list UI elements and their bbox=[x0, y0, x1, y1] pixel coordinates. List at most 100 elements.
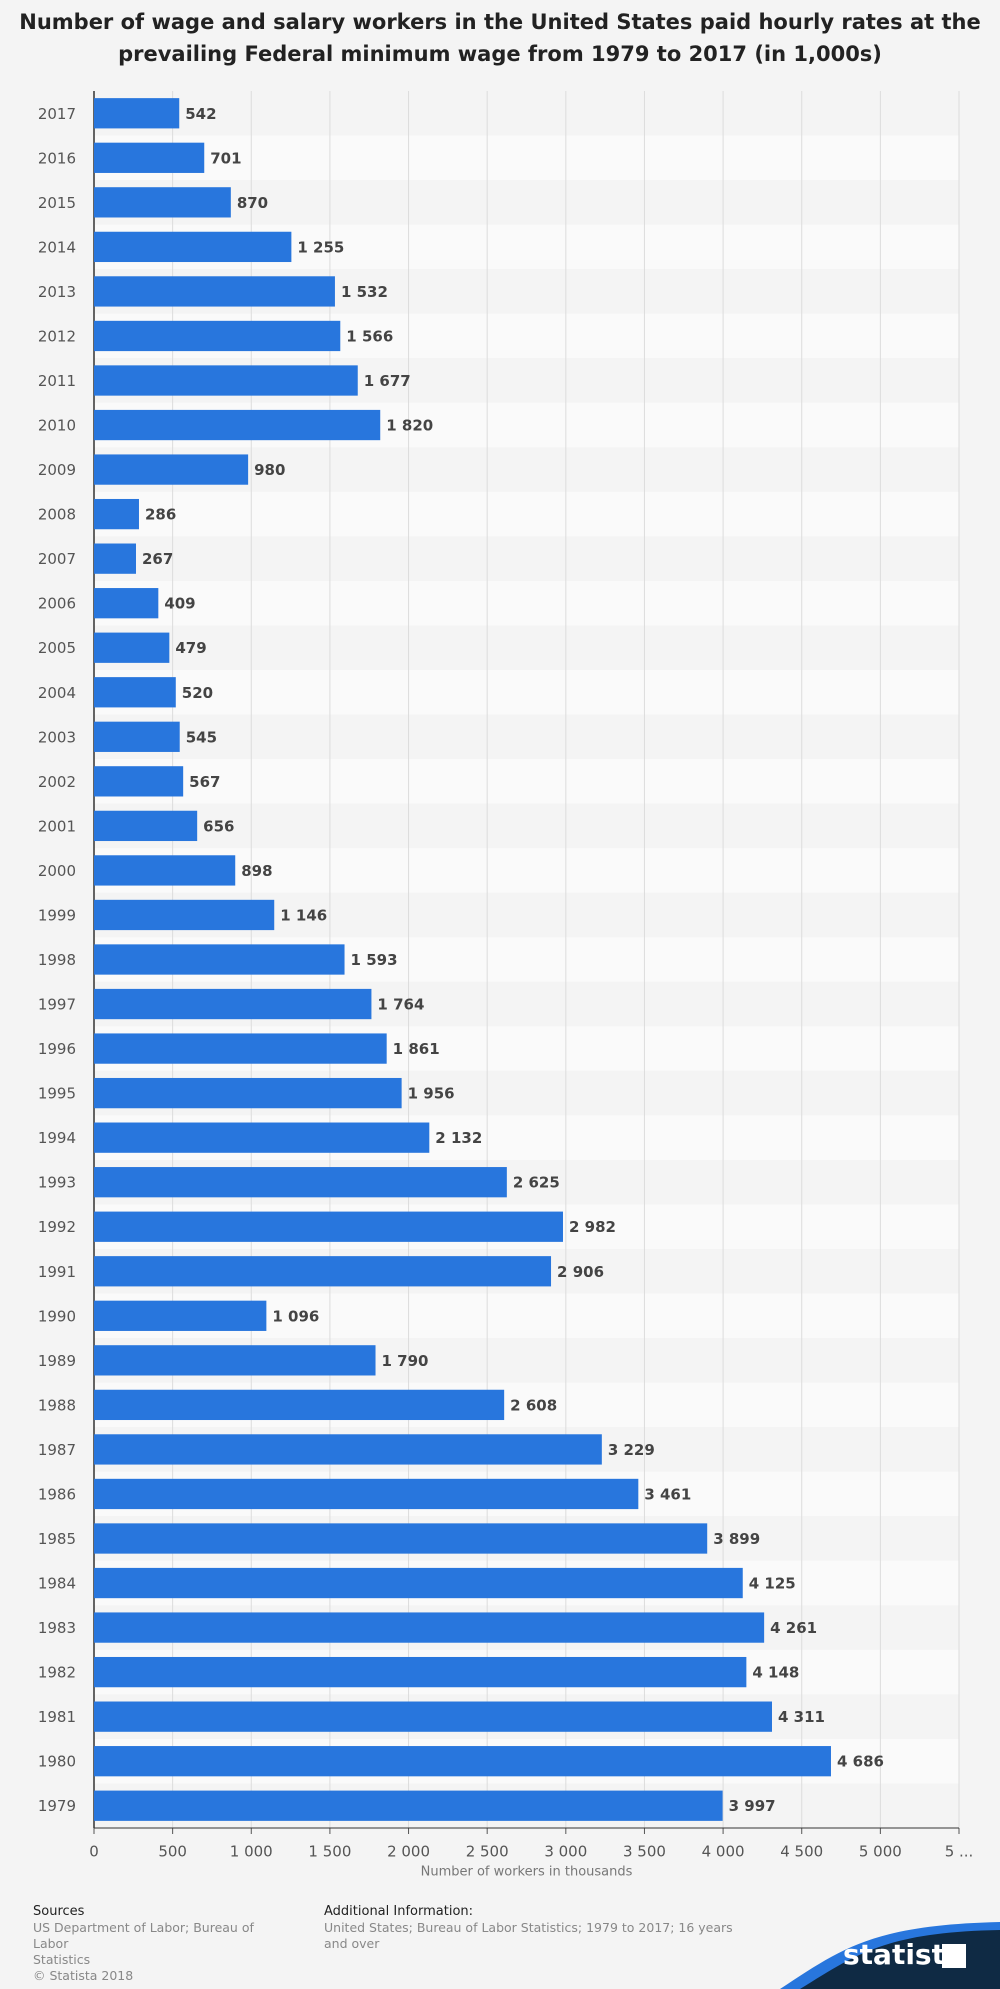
value-label: 4 261 bbox=[770, 1619, 817, 1637]
y-tick-label: 1989 bbox=[38, 1352, 76, 1370]
value-label: 2 625 bbox=[513, 1174, 560, 1192]
bar bbox=[94, 1612, 765, 1643]
bar bbox=[94, 1790, 723, 1821]
x-tick-label: 0 bbox=[89, 1843, 99, 1861]
sources: Sources US Department of Labor; Bureau o… bbox=[33, 1904, 293, 1984]
x-tick-label: 3 500 bbox=[623, 1843, 666, 1861]
row-stripe bbox=[94, 670, 959, 715]
value-label: 1 790 bbox=[382, 1352, 429, 1370]
plot-area: 0 500 1 000 1 500 2 000 2 500 3 000 3 500 4 000 4… bbox=[38, 91, 973, 1880]
y-tick-label: 2007 bbox=[38, 550, 76, 568]
bar bbox=[94, 721, 180, 752]
value-label: 656 bbox=[203, 817, 234, 835]
value-label: 409 bbox=[164, 595, 195, 613]
x-tick-label: 4 500 bbox=[780, 1843, 823, 1861]
row-stripe bbox=[94, 91, 959, 136]
value-label: 701 bbox=[210, 149, 241, 167]
y-tick-label: 2013 bbox=[38, 283, 76, 301]
bar bbox=[94, 365, 358, 396]
bar bbox=[94, 588, 159, 619]
value-label: 2 982 bbox=[569, 1218, 616, 1236]
bar bbox=[94, 855, 236, 886]
row-stripe bbox=[94, 135, 959, 181]
x-tick-label: 500 bbox=[158, 1843, 187, 1861]
sources-line: US Department of Labor; Bureau of Labor bbox=[33, 1920, 254, 1951]
bar bbox=[94, 276, 335, 307]
bar bbox=[94, 1211, 563, 1242]
value-label: 1 764 bbox=[377, 996, 424, 1014]
y-tick-label: 1985 bbox=[38, 1530, 76, 1548]
y-tick-label: 1979 bbox=[38, 1797, 76, 1815]
value-label: 3 899 bbox=[713, 1530, 760, 1548]
value-label: 3 461 bbox=[644, 1485, 691, 1503]
row-stripe bbox=[94, 491, 959, 537]
y-tick-label: 1983 bbox=[38, 1619, 76, 1637]
value-label: 545 bbox=[186, 728, 217, 746]
value-label: 2 608 bbox=[510, 1396, 557, 1414]
y-tick-label: 2001 bbox=[38, 817, 76, 835]
bar bbox=[94, 632, 170, 663]
bar bbox=[94, 1523, 708, 1554]
y-tick-label: 2016 bbox=[38, 149, 76, 167]
value-label: 2 906 bbox=[557, 1263, 604, 1281]
y-tick-label: 2010 bbox=[38, 417, 76, 435]
y-tick-label: 2000 bbox=[38, 862, 76, 880]
x-tick-label: 5 000 bbox=[859, 1843, 902, 1861]
bar bbox=[94, 1122, 430, 1153]
bar bbox=[94, 543, 136, 574]
y-tick-label: 1993 bbox=[38, 1174, 76, 1192]
y-tick-label: 2008 bbox=[38, 506, 76, 524]
sources-line: © Statista 2018 bbox=[33, 1968, 134, 1983]
x-tick-label: 1 500 bbox=[308, 1843, 351, 1861]
value-label: 870 bbox=[237, 194, 268, 212]
value-label: 479 bbox=[175, 639, 206, 657]
y-tick-label: 1991 bbox=[38, 1263, 76, 1281]
info-title: Additional Information: bbox=[324, 1904, 474, 1919]
x-tick-label: 2 000 bbox=[387, 1843, 430, 1861]
value-label: 1 677 bbox=[364, 372, 411, 390]
bar bbox=[94, 1656, 747, 1688]
bar bbox=[94, 142, 205, 173]
y-tick-label: 1998 bbox=[38, 951, 76, 969]
bar bbox=[94, 766, 184, 797]
row-stripe bbox=[94, 714, 959, 760]
bar bbox=[94, 320, 341, 352]
value-label: 1 956 bbox=[408, 1085, 455, 1103]
y-tick-label: 1997 bbox=[38, 996, 76, 1014]
value-label: 1 861 bbox=[393, 1040, 440, 1058]
value-label: 898 bbox=[241, 862, 272, 880]
bar bbox=[94, 231, 292, 263]
x-tick-label: 1 000 bbox=[230, 1843, 273, 1861]
row-stripe bbox=[94, 580, 959, 626]
value-label: 4 125 bbox=[749, 1575, 796, 1593]
x-tick-label: 3 000 bbox=[544, 1843, 587, 1861]
bar bbox=[94, 810, 198, 842]
bar bbox=[94, 1167, 507, 1198]
y-tick-label: 2015 bbox=[38, 194, 76, 212]
bar bbox=[94, 1033, 387, 1064]
y-tick-label: 1988 bbox=[38, 1396, 76, 1414]
bar bbox=[94, 1077, 402, 1109]
y-tick-label: 1992 bbox=[38, 1218, 76, 1236]
value-label: 3 229 bbox=[608, 1441, 655, 1459]
bar bbox=[94, 187, 231, 218]
value-label: 520 bbox=[182, 684, 213, 702]
sources-title: Sources bbox=[33, 1904, 85, 1919]
bar bbox=[94, 899, 275, 931]
value-label: 1 566 bbox=[346, 327, 393, 345]
value-label: 1 096 bbox=[272, 1307, 319, 1325]
bar bbox=[94, 677, 176, 708]
bar bbox=[94, 98, 180, 129]
y-tick-label: 1980 bbox=[38, 1753, 76, 1771]
y-tick-label: 2003 bbox=[38, 728, 76, 746]
bar bbox=[94, 1567, 743, 1599]
x-tick-label: 2 500 bbox=[466, 1843, 509, 1861]
value-label: 542 bbox=[185, 105, 216, 123]
value-label: 4 148 bbox=[752, 1664, 799, 1682]
y-tick-label: 2014 bbox=[38, 238, 76, 256]
y-tick-label: 2009 bbox=[38, 461, 76, 479]
bar bbox=[94, 1256, 552, 1287]
bar bbox=[94, 498, 139, 530]
